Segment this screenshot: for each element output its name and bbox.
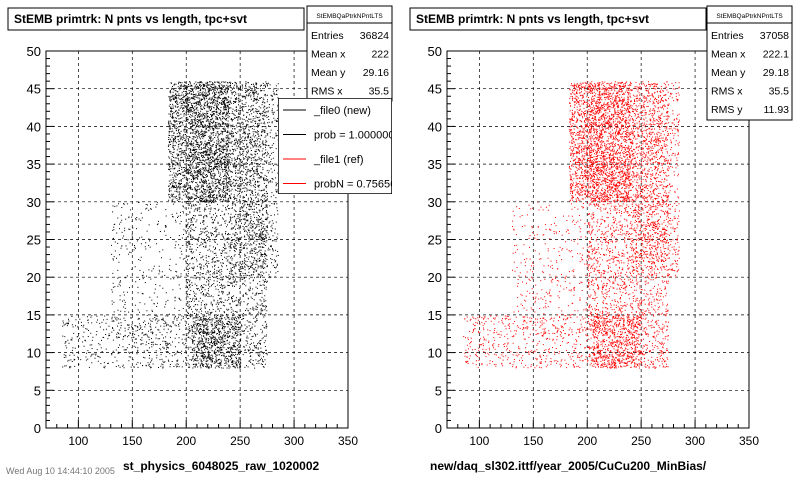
y-tick-label: 0 bbox=[435, 421, 442, 436]
x-tick-label: 150 bbox=[122, 434, 142, 448]
stats-label: Mean x bbox=[711, 49, 746, 61]
y-tick-label: 5 bbox=[34, 383, 41, 398]
y-tick-label: 10 bbox=[428, 346, 442, 361]
stats-value: 35.5 bbox=[369, 86, 390, 98]
x-axis-title: st_physics_6048025_raw_1020002 bbox=[123, 459, 319, 473]
legend: _file0 (new) prob = 1.000000 _file1 (ref) p… bbox=[278, 98, 396, 194]
y-tick-label: 40 bbox=[428, 119, 442, 134]
x-tick-label: 250 bbox=[631, 434, 651, 448]
scatter-points bbox=[62, 81, 279, 369]
x-tick-label: 100 bbox=[469, 434, 489, 448]
legend-entry-label: probN = 0.75656 bbox=[314, 179, 396, 191]
x-tick-label: 250 bbox=[230, 434, 250, 448]
scatter-point-region bbox=[167, 81, 231, 203]
stats-value: 35.5 bbox=[769, 86, 790, 98]
legend-entry-label: _file1 (ref) bbox=[313, 154, 364, 166]
y-tick-label: 15 bbox=[27, 308, 41, 323]
stats-label: Mean x bbox=[311, 49, 346, 61]
stats-label: RMS y bbox=[711, 104, 743, 116]
stats-value: 222 bbox=[371, 49, 389, 61]
y-tick-label: 35 bbox=[27, 157, 41, 172]
chart-title: StEMB primtrk: N pnts vs length, tpc+svt bbox=[14, 12, 247, 26]
x-axis-title: new/daq_sl302.ittf/year_2005/CuCu200_Min… bbox=[430, 459, 707, 473]
title-box bbox=[409, 7, 707, 31]
y-tick-label: 50 bbox=[27, 44, 41, 59]
stats-value: 29.18 bbox=[763, 67, 789, 79]
footer-timestamp: Wed Aug 10 14:44:10 2005 bbox=[6, 466, 115, 476]
chart-panel-1: 100 150 200 250 300 350 0 5 10 15 20 25 30 35 40 45 50 st… bbox=[7, 5, 396, 473]
stats-name: StEMBQaPtrkNPntLTS bbox=[316, 13, 383, 20]
y-tick-label: 30 bbox=[27, 195, 41, 210]
stats-label: RMS x bbox=[311, 86, 343, 98]
x-tick-label: 350 bbox=[338, 434, 358, 448]
stats-value: 29.16 bbox=[363, 67, 389, 79]
stats-box bbox=[706, 5, 793, 121]
stats-value: 36824 bbox=[360, 30, 389, 42]
title-box bbox=[7, 7, 305, 31]
chart-panel-2: 100 150 200 250 300 350 0 5 10 15 20 25 30 35 40 45 50 ne… bbox=[409, 5, 793, 473]
x-tick-label: 150 bbox=[523, 434, 543, 448]
legend-entry-label: prob = 1.000000 bbox=[314, 130, 394, 142]
scatter-points bbox=[463, 81, 680, 369]
x-tick-label: 200 bbox=[577, 434, 597, 448]
stats-box bbox=[306, 5, 393, 102]
stats-value: 222.1 bbox=[763, 49, 789, 61]
stats-name: StEMBQaPtrkNPntLTS bbox=[716, 13, 783, 20]
y-tick-label: 10 bbox=[27, 346, 41, 361]
y-tick-label: 45 bbox=[27, 82, 41, 97]
y-tick-label: 40 bbox=[27, 119, 41, 134]
y-tick-label: 20 bbox=[428, 270, 442, 285]
x-tick-label: 300 bbox=[685, 434, 705, 448]
x-tick-label: 100 bbox=[68, 434, 88, 448]
stats-label: Mean y bbox=[711, 67, 746, 79]
scatter-point-region bbox=[191, 315, 242, 369]
stats-value: 11.93 bbox=[764, 104, 790, 116]
legend-entry-label: _file0 (new) bbox=[313, 105, 371, 117]
y-tick-label: 30 bbox=[428, 195, 442, 210]
y-tick-label: 20 bbox=[27, 270, 41, 285]
stats-value: 37058 bbox=[760, 30, 789, 42]
y-tick-label: 35 bbox=[428, 157, 442, 172]
y-tick-label: 25 bbox=[428, 233, 442, 248]
stats-label: Entries bbox=[711, 30, 744, 42]
scatter-point-region bbox=[463, 315, 588, 369]
y-tick-label: 5 bbox=[435, 383, 442, 398]
y-tick-label: 45 bbox=[428, 82, 442, 97]
x-tick-label: 300 bbox=[284, 434, 304, 448]
scatter-point-region bbox=[592, 314, 643, 369]
y-tick-label: 15 bbox=[428, 308, 442, 323]
stats-label: RMS x bbox=[711, 86, 743, 98]
chart-title: StEMB primtrk: N pnts vs length, tpc+svt bbox=[416, 12, 649, 26]
legend-box bbox=[278, 98, 392, 194]
x-tick-label: 350 bbox=[739, 434, 759, 448]
y-tick-label: 0 bbox=[34, 421, 41, 436]
stats-label: Mean y bbox=[311, 67, 346, 79]
stats-label: Entries bbox=[311, 30, 344, 42]
y-tick-label: 25 bbox=[27, 233, 41, 248]
y-tick-label: 50 bbox=[428, 44, 442, 59]
x-tick-label: 200 bbox=[176, 434, 196, 448]
